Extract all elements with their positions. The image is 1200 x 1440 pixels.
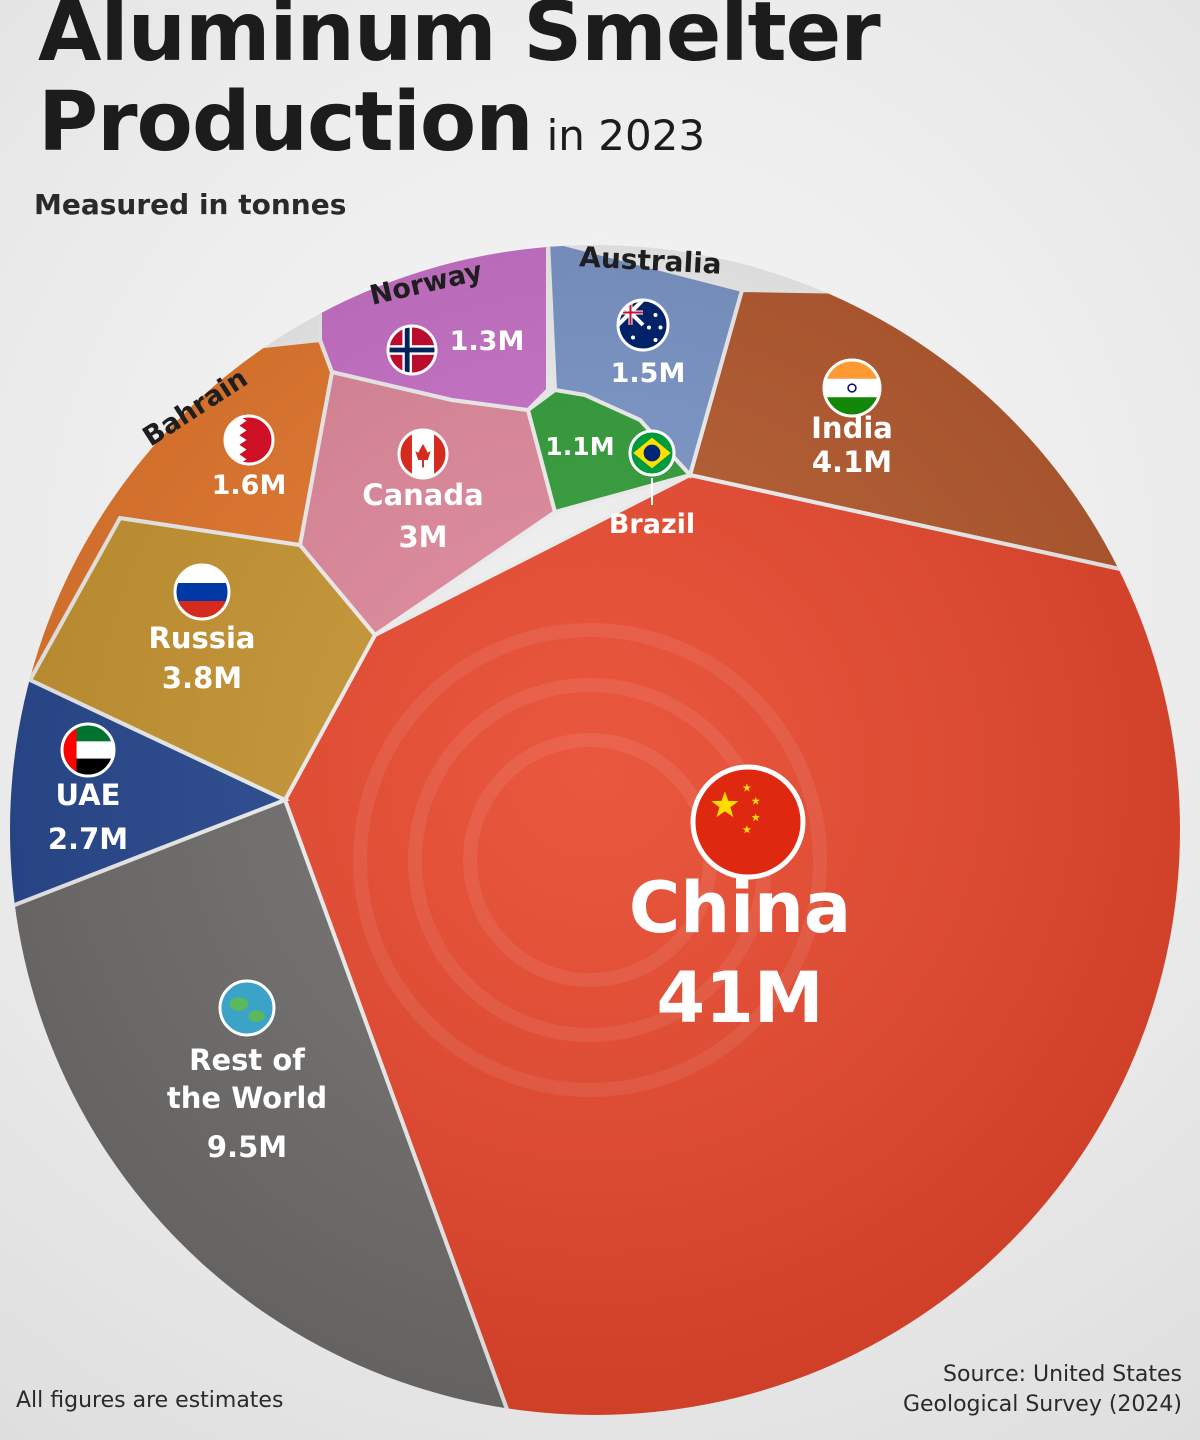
canada-flag-icon [397, 428, 449, 480]
australia-flag-icon [616, 298, 670, 352]
label-uae: UAE [56, 778, 121, 812]
bahrain-flag-icon [223, 414, 275, 466]
value-australia: 1.5M [611, 358, 686, 389]
cell-norway [318, 245, 550, 413]
value-canada: 3M [398, 520, 447, 554]
source-line-1: Source: United States [943, 1362, 1182, 1387]
label-canada: Canada [362, 478, 483, 512]
value-rest-of-the-world: 9.5M [207, 1130, 287, 1164]
value-china: 41M [656, 957, 823, 1039]
value-brazil: 1.1M [545, 432, 614, 461]
label-rest-of-the-world-line1: Rest of [189, 1043, 305, 1077]
value-bahrain: 1.6M [212, 470, 287, 501]
china-flag-icon [690, 764, 806, 880]
label-rest-of-the-world-line2: the World [167, 1081, 327, 1115]
russia-flag-icon [173, 563, 231, 621]
chart-title-year: in 2023 [546, 111, 706, 160]
norway-flag-icon [386, 324, 438, 376]
outer-label-brazil: Brazil [609, 509, 695, 540]
label-china: China [629, 867, 851, 949]
india-flag-icon [822, 358, 882, 418]
label-russia: Russia [148, 621, 255, 655]
value-norway: 1.3M [450, 326, 525, 357]
footnote: All figures are estimates [16, 1388, 284, 1413]
chart-title: Aluminum Smelter [38, 0, 881, 80]
chart-title-second-line: Production in 2023 [38, 82, 705, 164]
source-note: Source: United States Geological Survey … [903, 1360, 1182, 1420]
source-line-2: Geological Survey (2024) [902, 1392, 1182, 1417]
outer-label-australia: Australia [579, 240, 723, 280]
label-india: India [811, 411, 893, 445]
value-india: 4.1M [812, 445, 892, 479]
uae-flag-icon [60, 722, 116, 778]
brazil-flag-icon [628, 429, 676, 477]
value-russia: 3.8M [162, 661, 242, 695]
globe-icon [218, 979, 276, 1037]
chart-subtitle: Measured in tonnes [34, 188, 347, 221]
value-uae: 2.7M [48, 822, 128, 856]
chart-title-word: Production [38, 75, 534, 170]
